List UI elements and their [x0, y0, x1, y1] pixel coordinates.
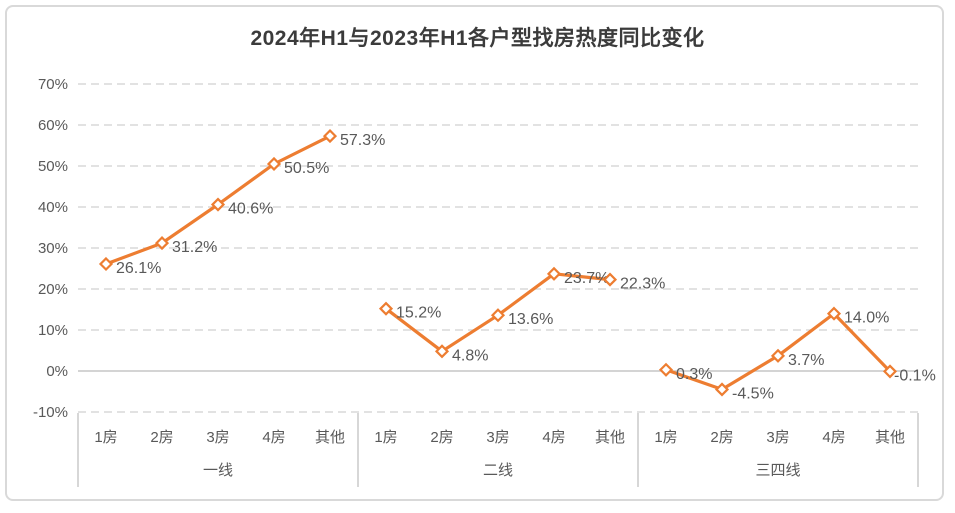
data-point-marker	[98, 256, 114, 272]
data-point-label: 14.0%	[844, 310, 889, 327]
x-category-label: 3房	[486, 429, 509, 446]
x-category-label: 其他	[315, 429, 345, 446]
data-point-marker	[882, 364, 898, 379]
data-point-label: 40.6%	[228, 201, 273, 218]
data-point-label: 22.3%	[620, 276, 665, 293]
y-tick-label: 40%	[38, 199, 68, 216]
data-point-marker	[378, 301, 394, 316]
chart-title: 2024年H1与2023年H1各户型找房热度同比变化	[250, 27, 705, 50]
data-point-label: 15.2%	[396, 305, 441, 322]
x-group-label: 三四线	[755, 462, 800, 479]
data-point-marker	[266, 156, 282, 172]
data-point-marker	[546, 266, 562, 281]
x-category-label: 1房	[94, 429, 117, 446]
x-category-label: 4房	[542, 429, 565, 446]
y-tick-label: -10%	[33, 404, 68, 421]
data-point-marker	[434, 344, 450, 359]
x-category-label: 1房	[374, 429, 397, 446]
x-category-label: 4房	[822, 429, 845, 446]
data-point-label: -0.1%	[894, 367, 936, 384]
data-point-marker	[770, 348, 786, 363]
data-point-marker	[602, 272, 618, 287]
data-point-label: -4.5%	[732, 385, 774, 402]
data-point-label: 13.6%	[508, 311, 553, 328]
x-group-label: 一线	[203, 462, 233, 479]
data-point-marker	[154, 236, 170, 251]
data-point-label: 26.1%	[116, 260, 161, 277]
x-category-label: 2房	[710, 429, 733, 446]
y-tick-label: 10%	[38, 322, 68, 339]
y-tick-label: 60%	[38, 117, 68, 134]
x-category-label: 2房	[430, 429, 453, 446]
data-point-label: 4.8%	[452, 347, 488, 364]
data-point-marker	[658, 362, 674, 377]
x-category-label: 1房	[654, 429, 677, 446]
x-group-label: 二线	[483, 462, 513, 479]
data-point-label: 23.7%	[564, 270, 609, 287]
y-tick-label: 20%	[38, 281, 68, 298]
x-category-label: 3房	[206, 429, 229, 446]
data-point-label: 50.5%	[284, 160, 329, 177]
data-point-label: 31.2%	[172, 239, 217, 256]
x-category-label: 4房	[262, 429, 285, 446]
y-tick-label: 50%	[38, 158, 68, 175]
data-point-marker	[714, 382, 730, 397]
x-category-label: 3房	[766, 429, 789, 446]
x-category-label: 其他	[875, 429, 905, 446]
data-point-marker	[826, 306, 842, 321]
y-tick-label: 70%	[38, 76, 68, 93]
data-point-label: 57.3%	[340, 132, 385, 149]
y-tick-label: 30%	[38, 240, 68, 257]
x-category-label: 其他	[595, 429, 625, 446]
data-point-label: 3.7%	[788, 352, 824, 369]
x-category-label: 2房	[150, 429, 173, 446]
data-point-marker	[490, 308, 506, 323]
data-point-marker	[322, 129, 338, 144]
data-point-marker	[210, 197, 226, 212]
data-point-label: 0.3%	[676, 366, 712, 383]
y-tick-label: 0%	[46, 363, 68, 380]
